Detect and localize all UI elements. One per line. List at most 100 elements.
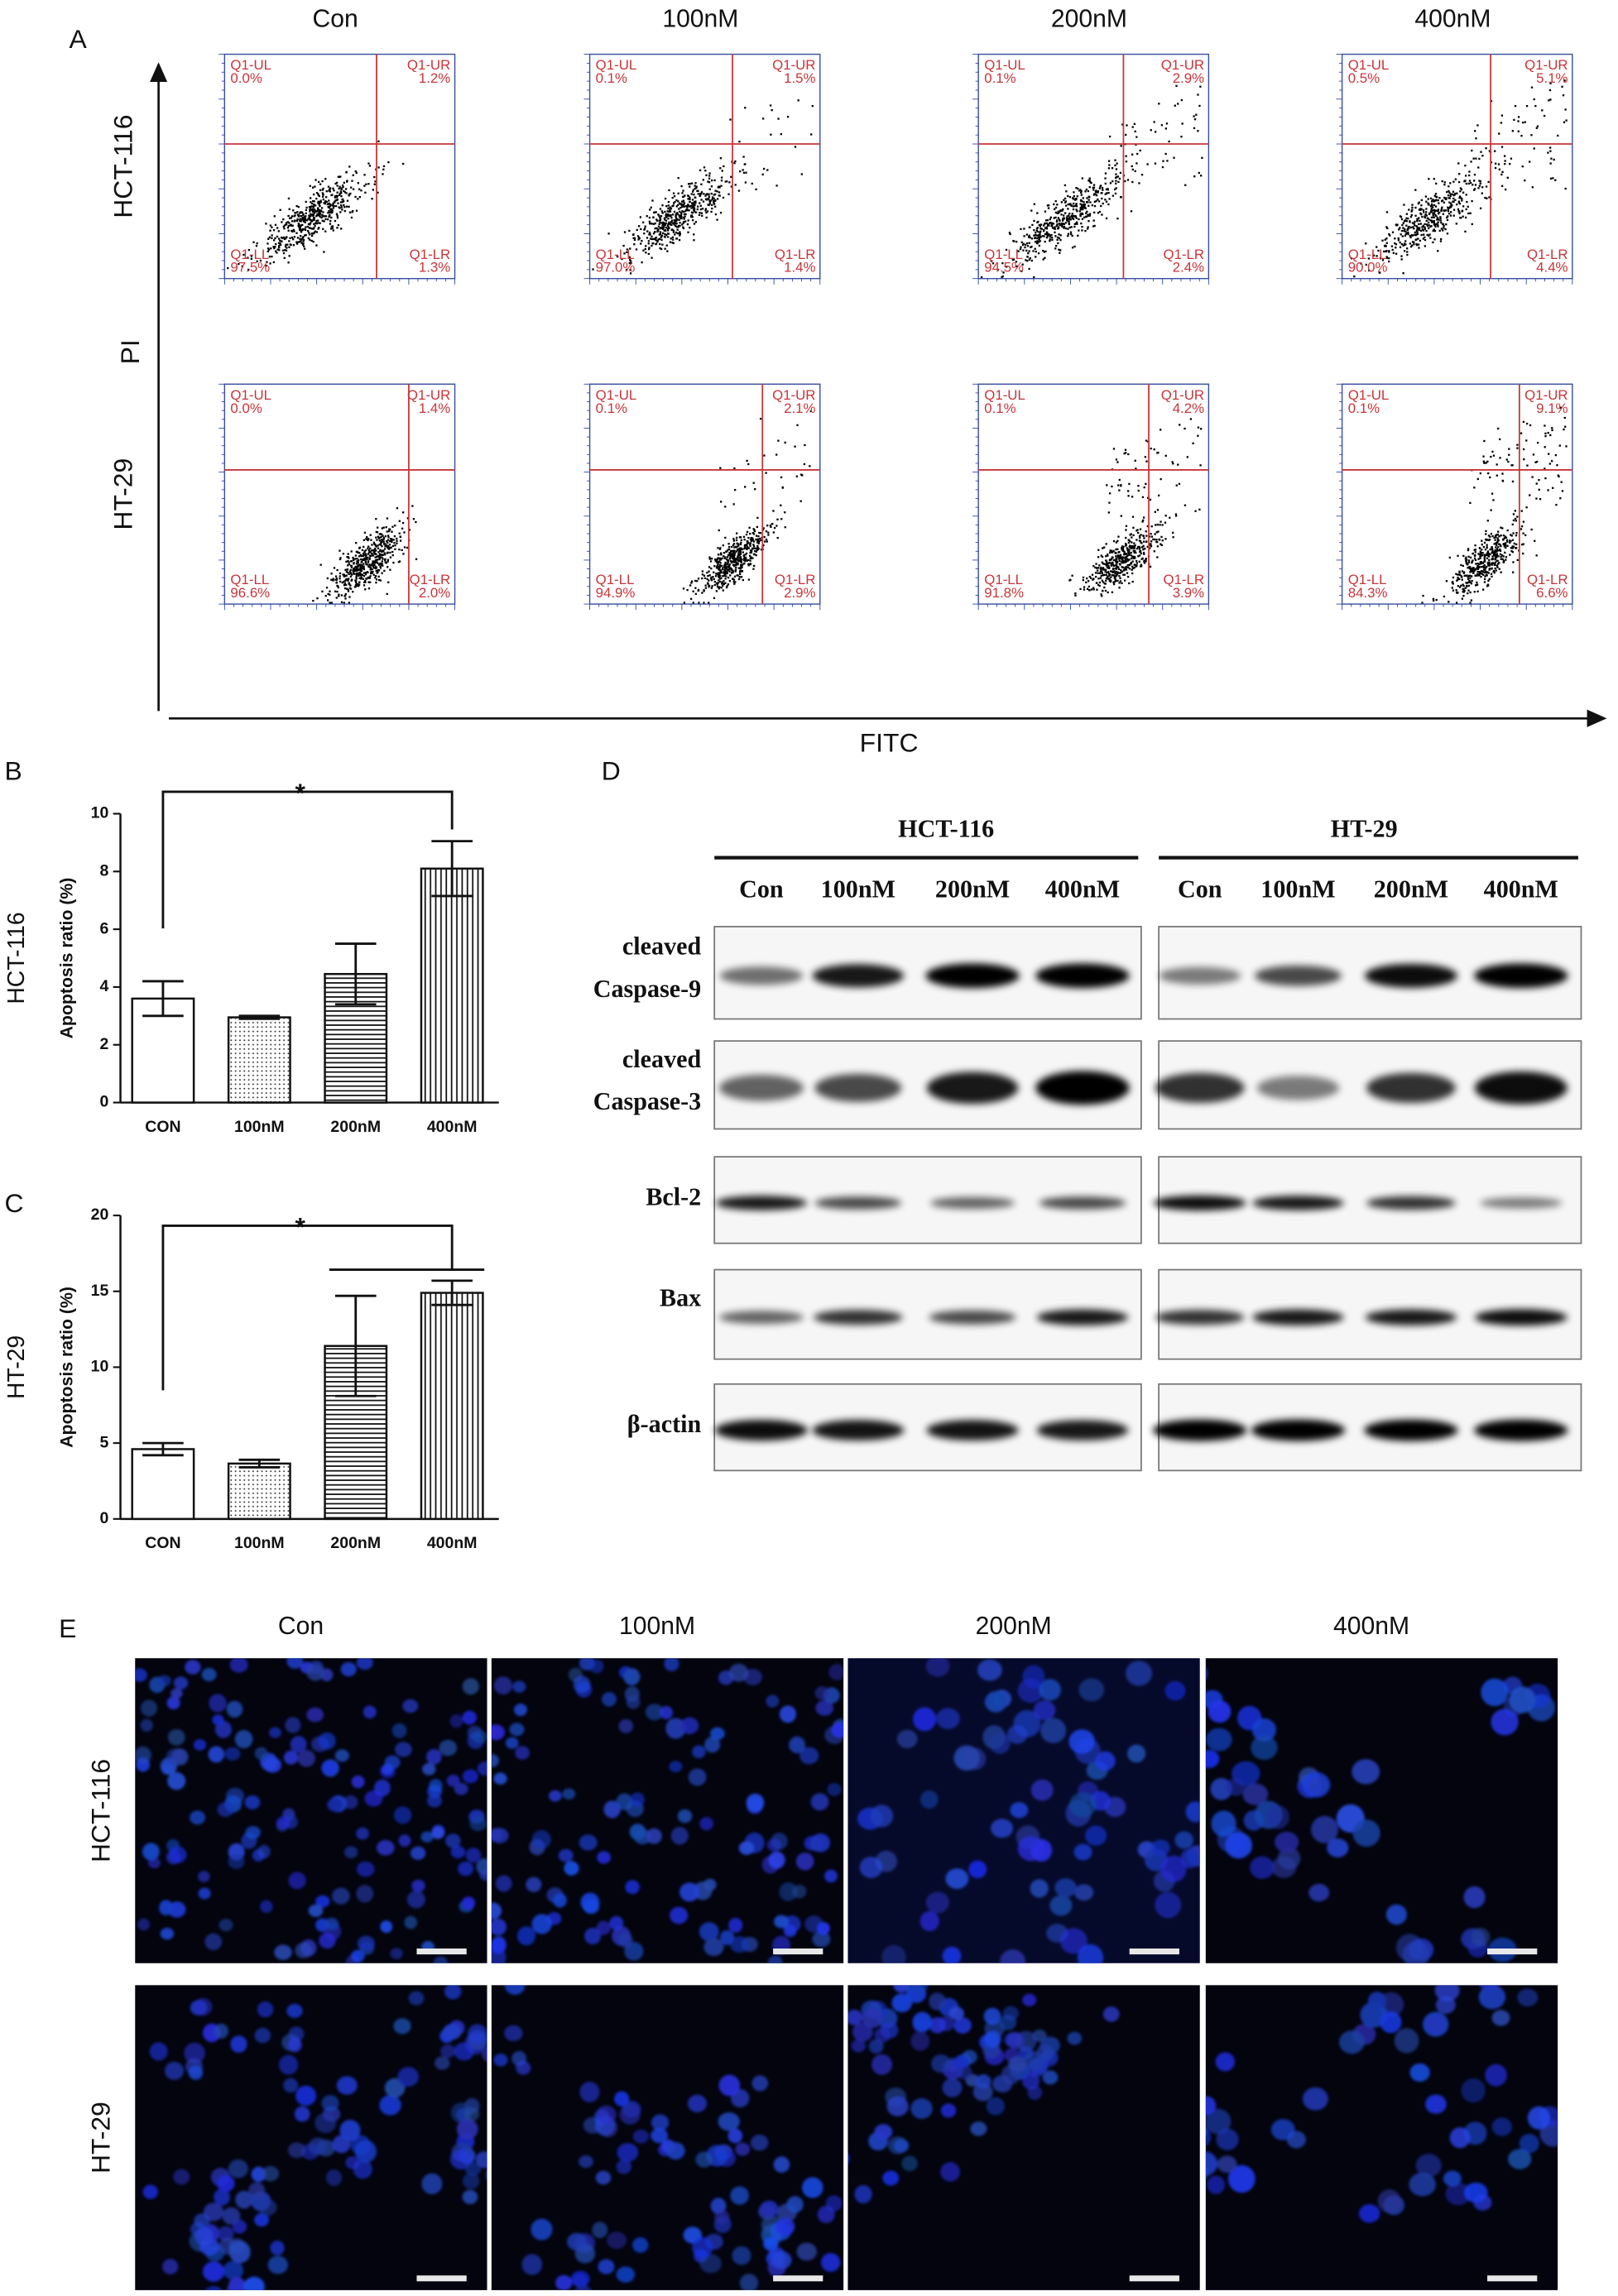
flow-event: [699, 202, 701, 204]
flow-event: [1419, 208, 1422, 210]
flow-event: [1438, 211, 1441, 214]
flow-event: [1483, 541, 1486, 544]
flow-event: [324, 202, 326, 205]
flow-event: [1504, 535, 1506, 538]
flow-event: [736, 532, 738, 534]
flow-event: [382, 549, 385, 553]
flow-event: [754, 488, 756, 491]
flow-event: [1479, 550, 1481, 553]
flow-event: [1113, 188, 1116, 191]
flow-event: [1118, 478, 1121, 482]
flow-event: [1441, 180, 1443, 183]
flow-event: [628, 261, 631, 265]
flow-event: [773, 526, 776, 530]
flow-event: [1104, 172, 1107, 175]
flow-event: [334, 578, 337, 581]
flow-event: [797, 99, 799, 102]
flow-event: [386, 545, 390, 548]
flow-event: [1174, 513, 1178, 515]
flow-event: [640, 242, 642, 245]
flow-event: [322, 198, 324, 201]
nucleus: [167, 1771, 186, 1790]
flow-event: [1049, 236, 1051, 238]
flow-event: [1548, 453, 1550, 455]
flow-event: [1485, 533, 1487, 535]
panel-label: C: [5, 1188, 24, 1218]
flow-event: [1407, 232, 1409, 236]
flow-event: [1112, 570, 1115, 573]
flow-event: [1081, 200, 1083, 203]
flow-event: [763, 540, 766, 543]
flow-event: [337, 585, 339, 587]
flow-event: [1125, 536, 1127, 539]
flow-event: [1142, 544, 1145, 547]
flow-event: [1142, 551, 1145, 554]
flow-event: [1046, 204, 1049, 207]
flow-event: [1098, 187, 1102, 189]
flow-event: [1468, 180, 1472, 182]
flow-event: [1491, 492, 1494, 495]
flow-event: [691, 199, 694, 201]
flow-event: [1106, 192, 1108, 194]
flow-event: [1194, 510, 1197, 512]
flow-event: [1522, 552, 1524, 555]
flow-event: [665, 222, 667, 225]
flow-event: [1414, 189, 1417, 191]
flow-event: [1080, 194, 1083, 196]
flow-event: [746, 545, 749, 549]
flow-event: [329, 209, 332, 211]
flow-event: [319, 189, 322, 192]
flow-event: [1127, 490, 1130, 492]
flow-event: [1116, 574, 1118, 577]
flow-event: [1461, 570, 1464, 573]
flow-event: [255, 245, 258, 247]
flow-event: [1421, 228, 1424, 231]
flow-event: [1437, 199, 1439, 202]
flow-event: [747, 547, 751, 549]
flow-event: [279, 243, 282, 247]
flow-event: [1477, 558, 1480, 560]
flow-event: [1125, 155, 1127, 157]
flow-event: [364, 191, 367, 194]
flow-event: [1413, 228, 1415, 230]
flow-event: [1086, 197, 1088, 199]
error-bar: [334, 942, 377, 1006]
flow-event: [670, 213, 672, 217]
flow-event: [1123, 452, 1126, 455]
flow-event: [273, 239, 276, 242]
flow-event: [357, 182, 359, 185]
flow-event: [1125, 560, 1127, 563]
flow-event: [1036, 227, 1039, 229]
flow-event: [1473, 188, 1476, 190]
flow-event: [399, 535, 402, 539]
flow-event: [1504, 551, 1506, 554]
flow-event: [377, 140, 380, 143]
flow-event: [1160, 544, 1163, 547]
flow-event: [272, 228, 276, 232]
flow-event: [1457, 585, 1460, 587]
flow-event: [1105, 217, 1108, 220]
flow-event: [1503, 544, 1505, 547]
flow-event: [373, 175, 376, 179]
flow-event: [735, 539, 738, 542]
flow-event: [259, 259, 262, 262]
flow-event: [1491, 555, 1494, 558]
flow-event: [1486, 565, 1488, 568]
flow-event: [1487, 472, 1490, 475]
flow-event: [1121, 562, 1124, 564]
flow-event: [1145, 558, 1147, 560]
flow-event: [1520, 432, 1523, 434]
flow-event: [292, 244, 295, 247]
flow-event: [723, 552, 726, 554]
flow-event: [329, 593, 331, 596]
flow-event: [308, 216, 310, 219]
flow-event: [286, 227, 290, 229]
flow-event: [645, 252, 647, 254]
flow-event: [1158, 538, 1160, 541]
flow-event: [637, 225, 641, 228]
flow-event: [1420, 213, 1423, 216]
flow-event: [359, 567, 362, 569]
flow-event: [381, 556, 383, 558]
flow-event: [675, 237, 679, 240]
flow-event: [1088, 177, 1091, 180]
